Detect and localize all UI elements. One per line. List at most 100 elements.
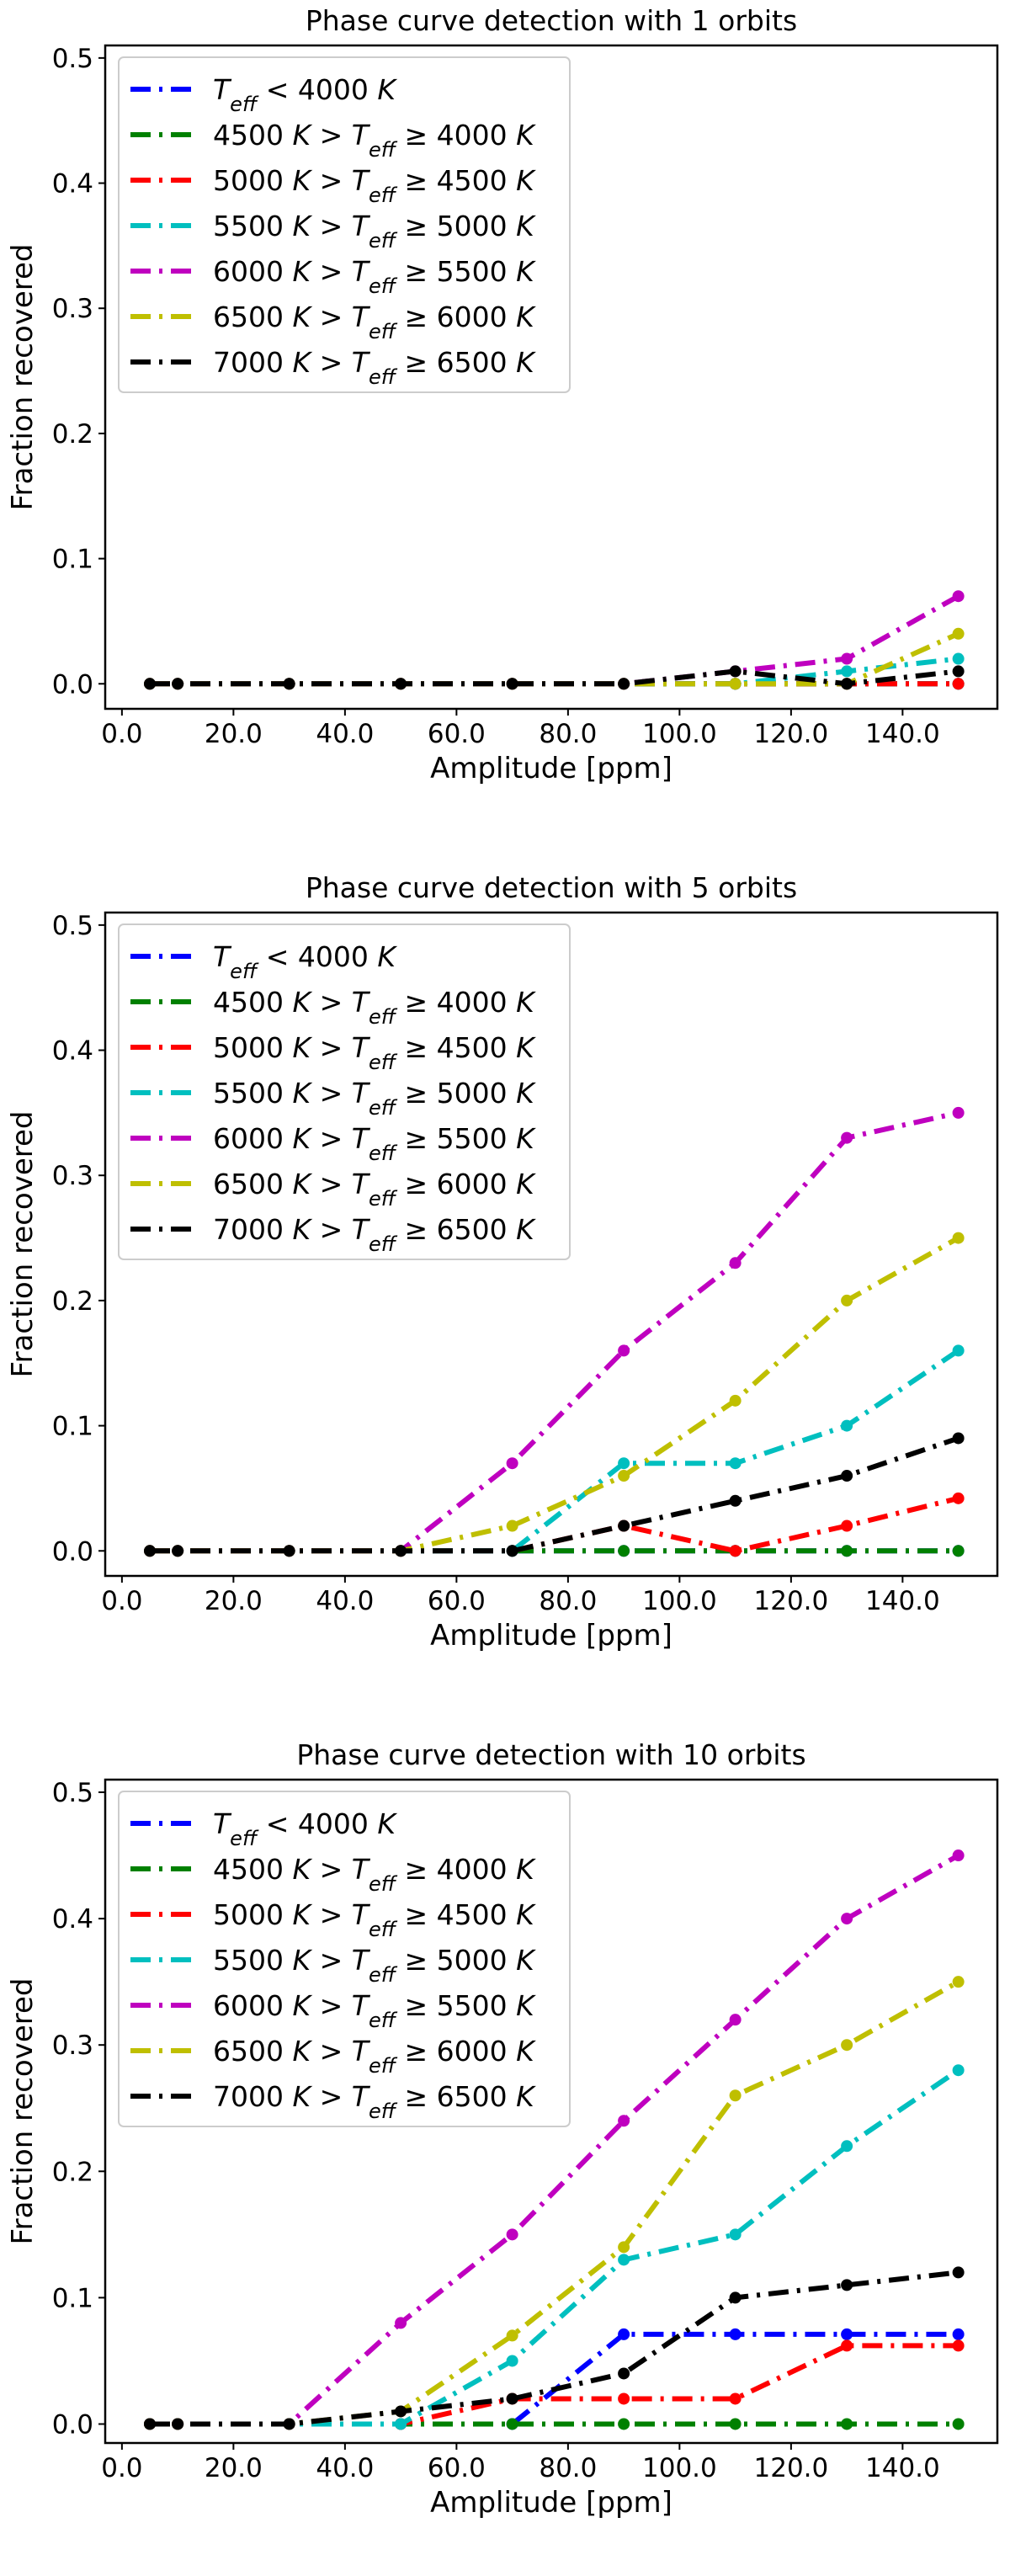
x-tick-label: 140.0 [865,1586,940,1616]
data-point [172,2418,184,2430]
data-point [506,2418,518,2430]
y-tick-label: 0.3 [52,294,93,324]
x-tick-label: 80.0 [539,2453,597,2483]
data-point [729,1545,742,1557]
data-point [729,2328,742,2340]
x-tick-label: 0.0 [101,719,142,749]
data-point [395,1545,407,1557]
data-point [952,1232,965,1244]
legend-label: 6500 K > Teff ≥ 6000 K [213,1168,536,1211]
data-point [618,2392,630,2405]
chart-title: Phase curve detection with 10 orbits [296,1738,805,1771]
data-point [841,2418,853,2430]
chart-panel-1-orbit: Phase curve detection with 1 orbits 0.0 20… [0,0,1010,842]
data-point [618,2418,630,2430]
series-line-0 [150,2331,959,2427]
data-point [729,1457,742,1470]
x-tick-label: 100.0 [642,2453,717,2483]
legend-label: 5500 K > Teff ≥ 5000 K [213,1944,536,1987]
y-tick-label: 0.3 [52,1161,93,1191]
data-point [729,2392,742,2405]
legend-label: 6000 K > Teff ≥ 5500 K [213,1989,536,2032]
data-point [618,1470,630,1482]
data-point [618,1520,630,1532]
y-tick-label: 0.3 [52,2030,93,2061]
plot-frame [104,1778,999,2445]
series-line-6 [150,1435,960,1554]
chart-panel-5-orbits: Phase curve detection with 5 orbits 0.0 20… [0,867,1010,1709]
y-tick-label: 0.5 [52,1778,93,1808]
x-tick-label: 120.0 [754,2453,829,2483]
data-point [841,1419,853,1432]
x-axis-label: Amplitude [ppm] [430,1619,672,1653]
y-tick-label: 0.1 [52,2283,93,2313]
legend-box [118,923,571,1260]
y-tick-label: 0.1 [52,545,93,575]
data-point [952,2328,965,2340]
data-point [952,2064,965,2077]
chart-10-orbits: Phase curve detection with 10 orbits 0.0 2… [6,1738,999,2520]
legend-label: 5500 K > Teff ≥ 5000 K [213,210,536,253]
x-tick-label: 60.0 [428,2453,486,2483]
y-tick-label: 0.4 [52,169,93,200]
data-point [952,1106,965,1119]
legend-label: 5000 K > Teff ≥ 4500 K [213,164,536,207]
x-tick-label: 60.0 [428,1586,486,1616]
data-point [618,1344,630,1357]
y-tick-label: 0.2 [52,419,93,450]
data-point [841,2039,853,2052]
series-line-6 [150,668,959,687]
data-point [729,665,742,678]
legend-label: 6000 K > Teff ≥ 5500 K [213,255,536,298]
legend-label: 5500 K > Teff ≥ 5000 K [213,1077,536,1120]
chart-1-orbit: Phase curve detection with 1 orbits 0.0 20… [6,4,999,785]
y-tick-label: 0.0 [52,2409,93,2440]
data-point [729,2089,742,2102]
data-point [841,2279,853,2291]
x-tick-label: 140.0 [865,719,940,749]
plot-area [144,1850,965,2430]
data-point [952,2339,965,2352]
chart-title: Phase curve detection with 1 orbits [306,4,797,37]
series-line-3 [150,1348,960,1554]
legend-label: Teff < 4000 K [213,73,397,116]
data-point [283,2418,295,2430]
data-point [283,678,295,690]
x-tick-label: 0.0 [101,1586,142,1616]
data-point [952,665,965,678]
legend-label: 4500 K > Teff ≥ 4000 K [213,1853,536,1896]
data-point [952,1976,965,1988]
chart-title: Phase curve detection with 5 orbits [306,871,797,904]
data-point [395,2317,407,2329]
data-point [618,678,630,690]
legend-label: 7000 K > Teff ≥ 6500 K [213,2080,536,2123]
data-point [618,1545,630,1557]
data-point [729,2228,742,2241]
data-point [395,678,407,690]
legend-label: 6000 K > Teff ≥ 5500 K [213,1122,536,1165]
x-tick-label: 100.0 [642,719,717,749]
data-point [952,2418,965,2430]
y-axis-label: Fraction recovered [6,244,40,511]
x-tick-label: 20.0 [205,2453,263,2483]
x-tick-label: 40.0 [316,2453,374,2483]
legend-label: 5000 K > Teff ≥ 4500 K [213,1031,536,1074]
data-point [172,678,184,690]
x-tick-label: 80.0 [539,1586,597,1616]
data-point [841,1545,853,1557]
data-point [144,1545,156,1557]
plot-frame [104,44,999,711]
series-line-2 [150,2343,959,2427]
x-axis-label: Amplitude [ppm] [430,752,672,785]
legend-box [118,1791,571,2127]
legend-label: 4500 K > Teff ≥ 4000 K [213,986,536,1029]
data-point [172,1545,184,1557]
data-point [952,1432,965,1445]
data-point [952,1344,965,1357]
data-point [729,1257,742,1269]
data-point [729,1394,742,1407]
legend-box [118,56,571,393]
legend-label: 6500 K > Teff ≥ 6000 K [213,301,536,343]
y-axis-label: Fraction recovered [6,1978,40,2245]
